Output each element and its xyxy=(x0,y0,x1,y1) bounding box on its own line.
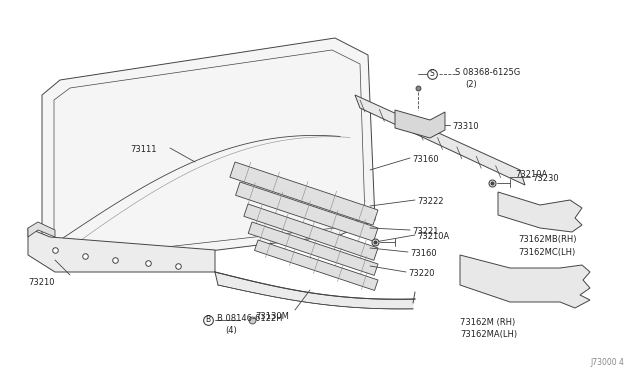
Text: 73210: 73210 xyxy=(28,278,54,287)
Text: 73222: 73222 xyxy=(417,197,444,206)
Text: J73000 4: J73000 4 xyxy=(590,358,624,367)
Text: 73160: 73160 xyxy=(410,249,436,258)
Text: B: B xyxy=(205,315,211,324)
Text: 73220: 73220 xyxy=(408,269,435,278)
Polygon shape xyxy=(42,38,375,270)
Text: B 08146-6122H: B 08146-6122H xyxy=(217,314,282,323)
Text: S: S xyxy=(429,70,435,78)
Polygon shape xyxy=(498,192,582,232)
Text: (4): (4) xyxy=(225,326,237,335)
Text: 73210A: 73210A xyxy=(515,170,547,179)
Text: (2): (2) xyxy=(465,80,477,89)
Polygon shape xyxy=(248,222,378,275)
Text: 73162MA(LH): 73162MA(LH) xyxy=(460,330,517,339)
Polygon shape xyxy=(230,162,378,225)
Polygon shape xyxy=(28,222,55,237)
Polygon shape xyxy=(244,204,378,260)
Polygon shape xyxy=(395,110,445,138)
Polygon shape xyxy=(255,240,378,291)
Text: 73130M: 73130M xyxy=(255,312,289,321)
Polygon shape xyxy=(236,182,378,241)
Text: 73162MC(LH): 73162MC(LH) xyxy=(518,248,575,257)
Text: 73310: 73310 xyxy=(452,122,479,131)
Polygon shape xyxy=(28,228,215,272)
Text: 73162M (RH): 73162M (RH) xyxy=(460,318,515,327)
Text: 73160: 73160 xyxy=(412,155,438,164)
Text: 73111: 73111 xyxy=(130,145,157,154)
Text: 73230: 73230 xyxy=(532,174,559,183)
Polygon shape xyxy=(355,95,525,185)
Text: 73221: 73221 xyxy=(412,227,438,236)
Polygon shape xyxy=(215,272,415,309)
Text: S 08368-6125G: S 08368-6125G xyxy=(455,68,520,77)
Polygon shape xyxy=(460,255,590,308)
Text: 73162MB(RH): 73162MB(RH) xyxy=(518,235,577,244)
Text: 73210A: 73210A xyxy=(417,232,449,241)
